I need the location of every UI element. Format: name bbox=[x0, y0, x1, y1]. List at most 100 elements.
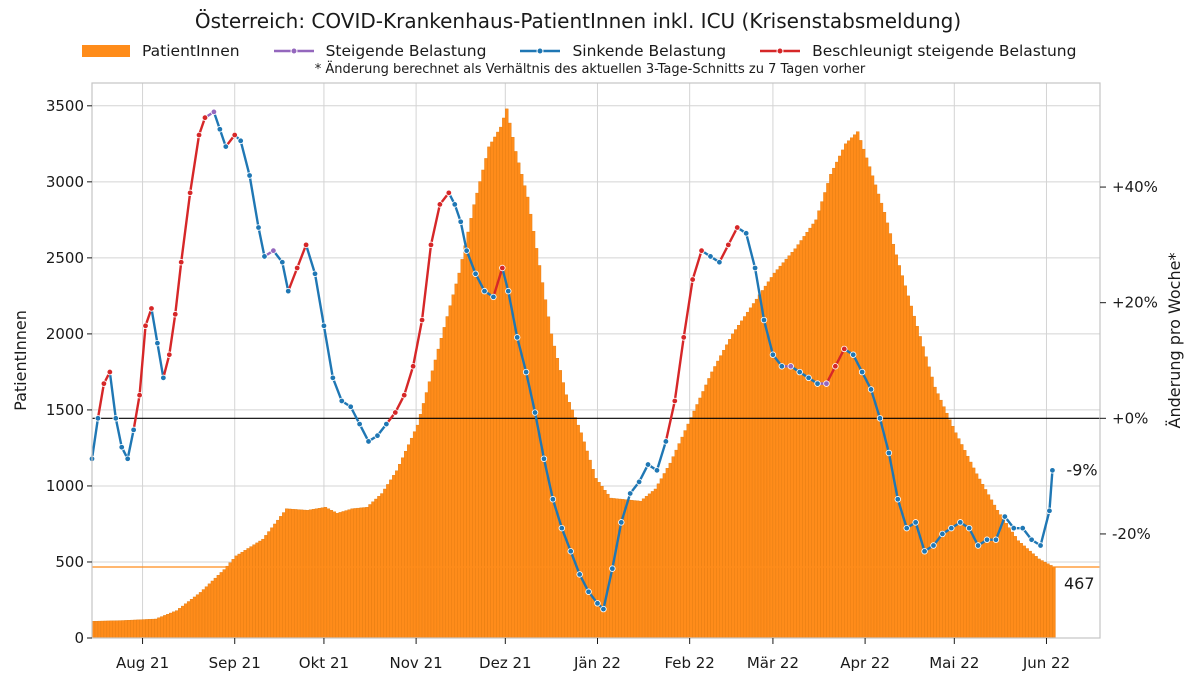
change-line-segment bbox=[744, 232, 757, 270]
patients-bar bbox=[775, 269, 780, 639]
patients-bar bbox=[332, 511, 337, 639]
change-point bbox=[653, 467, 661, 474]
patients-bar bbox=[1052, 566, 1056, 639]
change-line-segment bbox=[492, 266, 504, 299]
change-line-segment bbox=[394, 393, 406, 414]
patients-bar bbox=[178, 608, 182, 639]
change-point bbox=[671, 397, 678, 405]
change-line-segment bbox=[524, 370, 537, 414]
change-point bbox=[365, 438, 372, 445]
change-line-segment bbox=[257, 226, 266, 258]
patients-bar bbox=[968, 461, 973, 639]
change-point bbox=[626, 490, 634, 497]
change-point bbox=[796, 368, 803, 376]
patients-bar bbox=[823, 192, 827, 639]
patients-bar bbox=[864, 157, 869, 639]
change-line-segment bbox=[878, 417, 891, 455]
patients-bar bbox=[246, 548, 250, 639]
change-point bbox=[130, 426, 137, 434]
patients-bar bbox=[677, 443, 681, 639]
change-point bbox=[814, 380, 821, 387]
patients-bar bbox=[808, 227, 812, 639]
change-line-segment bbox=[896, 498, 908, 530]
patients-bar bbox=[594, 478, 598, 639]
legend-swatch-falling bbox=[520, 47, 561, 55]
change-point bbox=[912, 519, 919, 526]
patients-bar bbox=[680, 436, 684, 639]
patients-bar bbox=[439, 338, 444, 639]
patients-bar bbox=[662, 473, 667, 639]
legend-entry-falling: Sinkende Belastung bbox=[520, 42, 726, 60]
change-point bbox=[576, 571, 583, 578]
patients-bar bbox=[240, 551, 244, 639]
change-point bbox=[136, 391, 143, 399]
x-tick-label: Feb 22 bbox=[664, 654, 714, 672]
x-tick-label: Mai 22 bbox=[929, 654, 979, 672]
change-line-segment bbox=[281, 261, 290, 293]
patients-bar bbox=[502, 117, 506, 639]
change-point bbox=[293, 264, 301, 272]
patients-bar bbox=[570, 409, 574, 639]
patients-bar bbox=[980, 484, 985, 639]
patients-bar bbox=[145, 619, 149, 639]
change-point bbox=[600, 605, 607, 613]
patients-bar bbox=[858, 140, 863, 639]
patients-bar bbox=[995, 510, 1000, 639]
patients-bar bbox=[674, 449, 678, 639]
patients-bar bbox=[395, 470, 399, 639]
change-point bbox=[418, 316, 426, 324]
patients-bar bbox=[915, 326, 919, 639]
patients-bar bbox=[787, 255, 791, 639]
patients-bar bbox=[213, 577, 218, 639]
patients-bar bbox=[725, 344, 729, 639]
patients-bar bbox=[466, 231, 470, 639]
patients-bar bbox=[249, 546, 253, 639]
patients-bar bbox=[124, 620, 128, 639]
change-line-segment bbox=[304, 243, 317, 275]
patients-bar bbox=[942, 406, 946, 639]
patients-bar bbox=[1004, 523, 1009, 639]
x-tick-label: Apr 22 bbox=[840, 654, 890, 672]
change-line-segment bbox=[349, 405, 361, 426]
patients-bar bbox=[201, 589, 206, 639]
change-point bbox=[549, 496, 557, 503]
change-line-segment bbox=[188, 133, 201, 195]
change-line-segment bbox=[168, 313, 177, 356]
change-point bbox=[1037, 542, 1044, 549]
x-tick-label: Aug 21 bbox=[116, 654, 169, 672]
change-line-segment bbox=[533, 411, 546, 460]
patients-bar bbox=[627, 499, 631, 639]
change-point bbox=[734, 224, 741, 231]
change-point bbox=[858, 368, 866, 376]
change-point bbox=[957, 519, 964, 526]
patients-bar bbox=[109, 620, 114, 639]
patients-bar bbox=[353, 508, 357, 639]
patients-bar bbox=[142, 619, 146, 639]
patients-bar bbox=[745, 311, 750, 639]
patients-bar bbox=[963, 450, 967, 639]
patients-bar bbox=[665, 468, 670, 639]
patients-bar bbox=[754, 298, 759, 639]
patients-bar bbox=[1016, 540, 1020, 639]
change-point bbox=[160, 374, 167, 382]
patients-bar bbox=[219, 572, 224, 639]
change-point bbox=[974, 542, 982, 549]
patients-bar bbox=[573, 417, 577, 639]
change-point bbox=[311, 270, 319, 277]
change-point bbox=[609, 565, 616, 572]
change-point bbox=[279, 259, 286, 266]
patients-bar bbox=[781, 262, 786, 639]
patients-bar bbox=[579, 432, 583, 639]
patients-bar bbox=[716, 360, 720, 639]
patients-bar bbox=[1007, 527, 1011, 639]
change-point bbox=[531, 409, 539, 416]
patients-bar bbox=[151, 618, 155, 639]
patients-bar bbox=[210, 580, 215, 639]
patients-bar bbox=[448, 305, 452, 639]
change-line-segment bbox=[156, 341, 165, 380]
patients-bar bbox=[195, 594, 200, 639]
patients-bar bbox=[412, 431, 417, 639]
y-left-tick-label: 0 bbox=[74, 629, 84, 647]
change-line-segment bbox=[287, 266, 299, 293]
change-line-segment bbox=[132, 393, 141, 432]
